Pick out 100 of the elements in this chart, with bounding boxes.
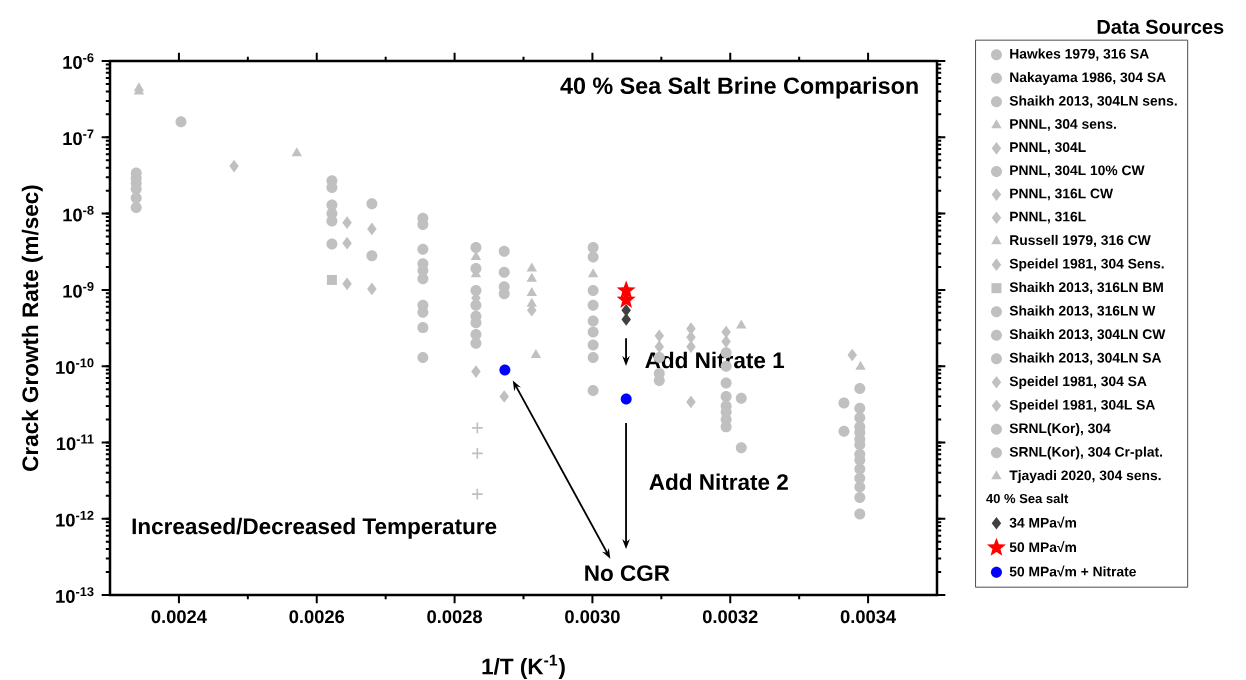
point	[470, 299, 482, 311]
point	[471, 421, 484, 435]
point	[498, 266, 510, 278]
point	[587, 326, 599, 338]
annotation: No CGR	[585, 565, 670, 582]
point	[854, 491, 866, 503]
point	[470, 241, 482, 253]
y-tick-label: 10$^{-12}$	[56, 510, 94, 527]
x-tick-label: 0.0024	[151, 610, 207, 624]
point	[526, 287, 537, 296]
point	[587, 285, 599, 297]
point	[686, 395, 696, 409]
point	[342, 216, 352, 230]
legend-label: 50 MPa√m + Nitrate	[1009, 565, 1136, 577]
point	[417, 273, 429, 285]
point	[854, 402, 866, 414]
legend-label: 34 MPa√m	[1009, 516, 1076, 528]
point	[342, 277, 352, 291]
point	[654, 329, 665, 343]
point	[499, 364, 511, 376]
point	[526, 272, 537, 282]
legend-label: Russell 1979, 316 CW	[1010, 234, 1151, 248]
legend-label: Nakayama 1986, 304 SA	[1010, 72, 1166, 85]
legend-label: Speidel 1981, 304 SA	[1009, 376, 1147, 389]
point	[366, 198, 378, 210]
point	[587, 315, 599, 327]
legend-label: Speidel 1981, 304 Sens.	[1009, 258, 1164, 272]
point	[721, 325, 731, 339]
x-tick-label: 0.0026	[289, 610, 345, 624]
y-tick-label: 10$^{-7}$	[63, 129, 94, 146]
point	[499, 390, 509, 403]
point	[855, 360, 866, 370]
point	[291, 147, 302, 157]
y-tick-label: 10$^{-6}$	[63, 53, 94, 69]
y-tick-label: 10$^{-8}$	[63, 205, 94, 222]
y-axis-title: Crack Growth Rate (m/sec)	[21, 185, 43, 471]
legend-label: Shaikh 2013, 304LN CW	[1009, 328, 1166, 342]
point	[526, 262, 537, 272]
point	[854, 508, 866, 520]
point	[587, 384, 599, 396]
point	[229, 159, 239, 173]
x-tick-label: 0.0032	[702, 610, 758, 624]
annotation: Add Nitrate 2	[649, 473, 788, 491]
legend-label: Tjayadi 2020, 304 sens.	[1009, 470, 1161, 483]
point	[587, 351, 599, 363]
point	[587, 241, 599, 253]
point	[175, 116, 187, 128]
point	[621, 313, 631, 326]
y-tick-label: 10$^{-10}$	[56, 358, 94, 375]
legend-title: Data Sources	[1097, 19, 1224, 34]
point	[736, 319, 747, 329]
point	[366, 250, 378, 262]
legend-label: 50 MPa√m	[1009, 541, 1076, 553]
y-tick-label: 10$^{-9}$	[63, 281, 94, 298]
point	[838, 397, 850, 409]
point	[417, 351, 429, 363]
legend-label: PNNL, 304 sens.	[1010, 119, 1116, 131]
point	[530, 349, 542, 359]
point	[587, 299, 599, 311]
point	[587, 339, 599, 351]
point	[342, 236, 352, 250]
annotation: 40 % Sea Salt Brine Comparison	[560, 76, 918, 99]
point	[686, 340, 696, 354]
point	[720, 377, 732, 389]
legend-label: Shaikh 2013, 316LN BM	[1009, 281, 1163, 295]
point	[367, 282, 377, 296]
annotation: Increased/Decreased Temperature	[132, 517, 497, 539]
point	[326, 274, 337, 285]
point	[130, 192, 142, 204]
legend-label: PNNL, 316L	[1010, 211, 1086, 224]
point	[130, 202, 142, 214]
point	[838, 425, 850, 437]
x-axis-title: 1/T (K$^{-1}$)	[482, 654, 565, 679]
legend-label: Shaikh 2013, 316LN W	[1009, 305, 1156, 318]
legend-label: SRNL(Kor), 304	[1009, 423, 1111, 436]
point	[367, 222, 377, 236]
point	[471, 487, 484, 501]
point	[587, 268, 599, 278]
point	[854, 481, 866, 493]
point	[621, 303, 631, 317]
y-tick-label: 10$^{-11}$	[56, 434, 94, 451]
point	[498, 245, 510, 257]
point	[620, 393, 632, 405]
point	[471, 365, 481, 378]
x-tick-label: 0.0030	[565, 610, 620, 624]
legend-label: Shaikh 2013, 304LN sens.	[1009, 95, 1177, 108]
legend-label: PNNL, 316L CW	[1010, 188, 1114, 201]
legend-label: Speidel 1981, 304L SA	[1009, 399, 1155, 413]
point	[735, 392, 747, 404]
point	[326, 238, 338, 250]
point	[847, 348, 857, 362]
legend-label: Shaikh 2013, 304LN SA	[1009, 352, 1162, 365]
legend-label: PNNL, 304L	[1010, 142, 1086, 155]
x-tick-label: 0.0028	[427, 610, 483, 624]
legend-label: PNNL, 304L 10% CW	[1010, 165, 1145, 178]
point	[854, 382, 866, 394]
y-tick-label: 10$^{-13}$	[56, 587, 94, 603]
point	[735, 442, 747, 454]
legend-label: Hawkes 1979, 316 SA	[1010, 48, 1149, 61]
point	[417, 243, 429, 255]
